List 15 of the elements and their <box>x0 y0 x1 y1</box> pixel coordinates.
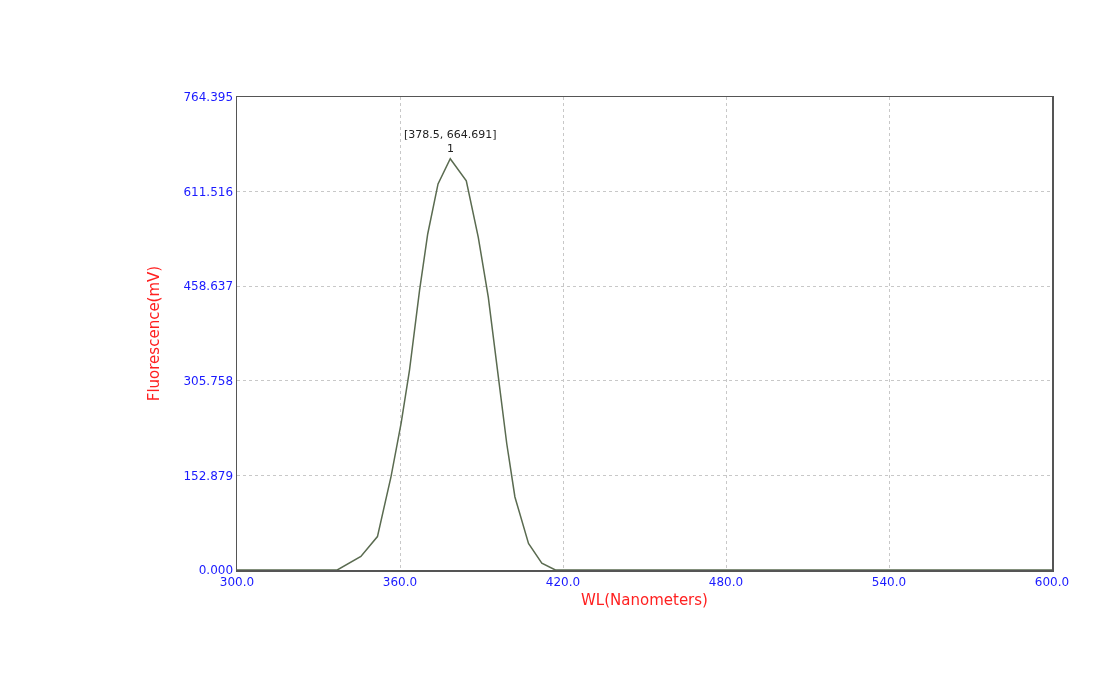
y-axis-title: Fluorescence(mV) <box>144 265 163 402</box>
x-tick-label: 420.0 <box>545 574 581 589</box>
x-tick-label: 600.0 <box>1034 574 1070 589</box>
x-tick-label: 540.0 <box>871 574 907 589</box>
y-tick-label: 458.637 <box>183 279 234 294</box>
x-tick-label: 480.0 <box>708 574 744 589</box>
y-tick-label: 152.879 <box>183 468 234 483</box>
line-series <box>237 157 1052 570</box>
x-tick-label: 360.0 <box>382 574 418 589</box>
y-tick-label: 764.395 <box>183 90 234 105</box>
annotation: [378.5, 664.691] <box>404 128 497 141</box>
annotation: 1 <box>447 142 454 155</box>
x-axis-title: WL(Nanometers) <box>581 590 708 609</box>
y-tick-label: 611.516 <box>183 184 234 199</box>
y-tick-label: 305.758 <box>183 374 234 388</box>
